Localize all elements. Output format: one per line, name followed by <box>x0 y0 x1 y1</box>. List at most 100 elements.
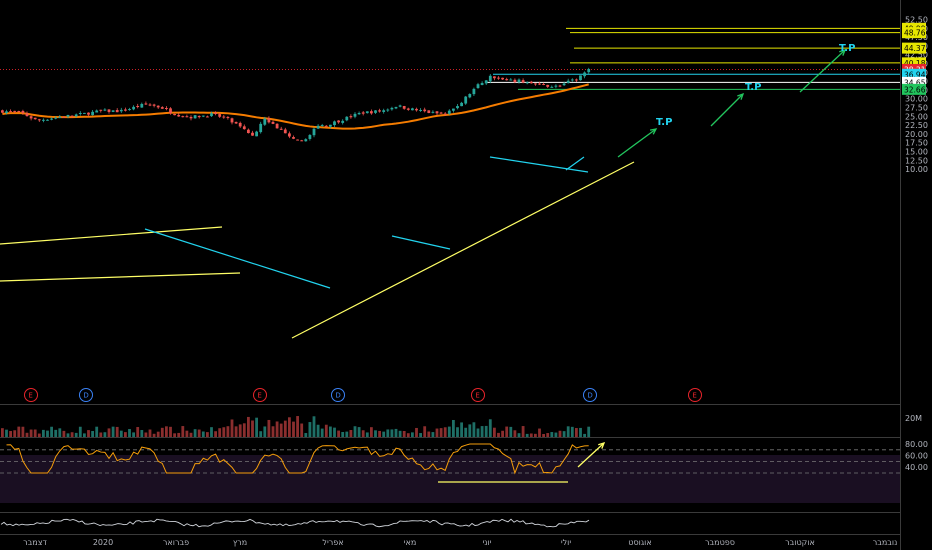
downtrend-line <box>144 228 331 289</box>
y-tick-label: 42.50 <box>905 51 928 60</box>
volume-bar <box>361 430 365 437</box>
candle-body <box>91 111 94 116</box>
candle-body <box>419 109 422 111</box>
candle-body <box>308 135 312 139</box>
event-label: E <box>257 392 261 400</box>
candle-body <box>386 109 390 111</box>
candle-body <box>193 115 197 119</box>
candle-body <box>398 105 402 107</box>
candle-body <box>427 110 431 113</box>
candle-body <box>443 113 447 115</box>
volume-bar <box>177 432 181 437</box>
volume-bar <box>66 433 70 437</box>
candle-body <box>210 113 213 117</box>
volume-bar <box>91 431 94 437</box>
volume-bar <box>320 428 324 437</box>
volume-bar <box>370 427 373 437</box>
volume-bar <box>271 426 275 437</box>
volume-bar <box>74 432 78 437</box>
volume-bar <box>517 433 521 437</box>
price-tag-label: 40.18 <box>904 59 926 68</box>
volume-bar <box>210 427 213 437</box>
candle-body <box>128 109 131 111</box>
candle-body <box>124 109 127 111</box>
volume-bar <box>300 423 304 437</box>
volume-axis-label: 20M <box>905 414 922 423</box>
volume-bar <box>488 419 492 437</box>
volume-bar <box>337 430 340 437</box>
volume-bar <box>29 429 33 437</box>
volume-bar <box>17 426 21 437</box>
candle-body <box>382 110 386 112</box>
candle-body <box>169 108 172 114</box>
volume-bar <box>562 431 566 437</box>
candle-body <box>435 111 439 114</box>
time-axis[interactable]: דצמבר 2020 פברואר מרץ אפריל מאי יוני יולי אוגוסט… <box>23 538 897 547</box>
candle-body <box>312 128 316 136</box>
x-tick-label: ספטמבר <box>705 538 735 547</box>
candle-body <box>95 110 99 113</box>
volume-bar <box>583 433 586 437</box>
volume-bar <box>386 429 390 437</box>
candle-body <box>33 117 37 120</box>
candle-body <box>411 108 414 111</box>
volume-bar <box>542 433 545 437</box>
candles[interactable] <box>1 67 591 142</box>
volume-bar <box>152 433 156 437</box>
candle-body <box>54 117 58 119</box>
volume-bar <box>439 428 443 437</box>
candle-body <box>529 81 533 84</box>
candle-body <box>152 104 156 106</box>
volume-bar <box>534 433 537 437</box>
candle-body <box>292 137 295 139</box>
volume-bar <box>234 426 238 437</box>
price-tag <box>902 83 926 95</box>
volume-bar <box>267 419 271 437</box>
candle-body <box>394 106 398 109</box>
price-tag <box>902 42 926 54</box>
event-marker <box>688 388 702 402</box>
volume-bar <box>493 427 496 437</box>
candle-body <box>456 106 459 109</box>
volume-bar <box>558 430 562 437</box>
volume-bar <box>111 426 115 437</box>
candle-body <box>333 121 336 126</box>
volume-bar <box>329 426 332 437</box>
grid <box>0 0 901 550</box>
volume-bar <box>218 428 222 437</box>
volume-bar <box>124 432 127 437</box>
volume-bar <box>501 430 504 437</box>
candle-body <box>374 110 377 113</box>
flag-line <box>391 235 451 250</box>
volume-bar <box>464 427 468 437</box>
volume-bar <box>9 431 12 437</box>
volume-bar <box>25 432 29 437</box>
volume-bar <box>70 432 74 437</box>
volume-bar <box>95 426 99 437</box>
volume-bar <box>58 428 62 437</box>
event-label: E <box>28 392 32 400</box>
candle-body <box>201 115 205 117</box>
price-axis[interactable]: 52.5050.0047.5045.0042.5040.0037.5035.00… <box>902 16 928 175</box>
volume-bar <box>566 426 570 437</box>
candle-body <box>300 140 304 142</box>
y-tick-label: 10.00 <box>905 165 928 174</box>
event-label: D <box>335 392 340 400</box>
y-tick-label: 30.00 <box>905 95 928 104</box>
candle-body <box>279 128 283 130</box>
event-marker <box>24 388 38 402</box>
x-tick-label: מרץ <box>233 538 247 547</box>
candle-body <box>583 72 586 77</box>
candle-body <box>267 118 271 123</box>
candle-body <box>50 118 53 120</box>
volume-bar <box>378 430 381 437</box>
candle-body <box>378 110 381 112</box>
candle-body <box>488 75 492 82</box>
volume-bar <box>505 426 509 437</box>
drawings: T.P T.P T.P <box>0 27 900 483</box>
volume-bar <box>529 433 533 437</box>
volume-bar <box>472 422 476 437</box>
volume-bar <box>279 423 283 437</box>
